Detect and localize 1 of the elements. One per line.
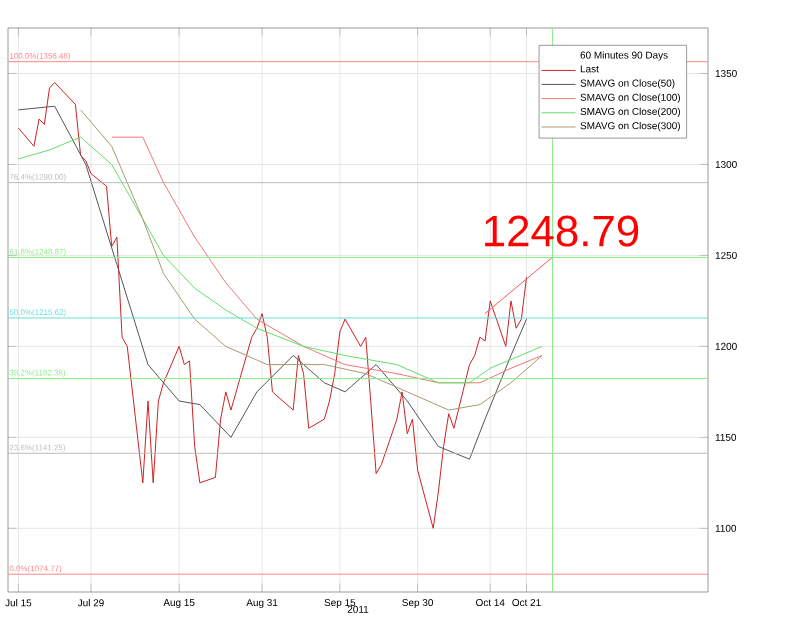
annotation: 1248.79 (485, 215, 639, 247)
